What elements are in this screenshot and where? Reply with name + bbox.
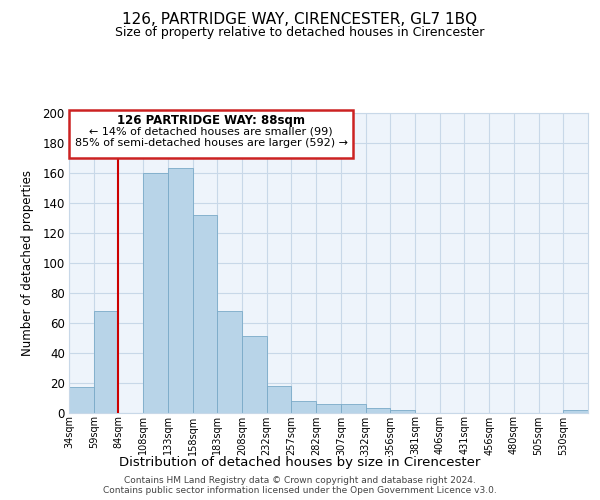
Bar	[316, 404, 341, 412]
Text: 85% of semi-detached houses are larger (592) →: 85% of semi-detached houses are larger (…	[74, 138, 347, 148]
Bar	[168, 168, 193, 412]
Bar	[217, 310, 242, 412]
Bar	[341, 404, 365, 412]
Text: Contains public sector information licensed under the Open Government Licence v3: Contains public sector information licen…	[103, 486, 497, 495]
Text: 126, PARTRIDGE WAY, CIRENCESTER, GL7 1BQ: 126, PARTRIDGE WAY, CIRENCESTER, GL7 1BQ	[122, 12, 478, 28]
Bar	[69, 387, 94, 412]
Text: Size of property relative to detached houses in Cirencester: Size of property relative to detached ho…	[115, 26, 485, 39]
Bar	[563, 410, 588, 412]
Bar	[143, 172, 168, 412]
Bar	[94, 310, 118, 412]
FancyBboxPatch shape	[69, 110, 353, 158]
Bar	[390, 410, 415, 412]
Bar	[267, 386, 292, 412]
Text: 126 PARTRIDGE WAY: 88sqm: 126 PARTRIDGE WAY: 88sqm	[117, 114, 305, 127]
Text: Distribution of detached houses by size in Cirencester: Distribution of detached houses by size …	[119, 456, 481, 469]
Text: ← 14% of detached houses are smaller (99): ← 14% of detached houses are smaller (99…	[89, 126, 333, 136]
Bar	[193, 214, 217, 412]
Y-axis label: Number of detached properties: Number of detached properties	[21, 170, 34, 356]
Bar	[365, 408, 390, 412]
Bar	[242, 336, 267, 412]
Bar	[292, 400, 316, 412]
Text: Contains HM Land Registry data © Crown copyright and database right 2024.: Contains HM Land Registry data © Crown c…	[124, 476, 476, 485]
